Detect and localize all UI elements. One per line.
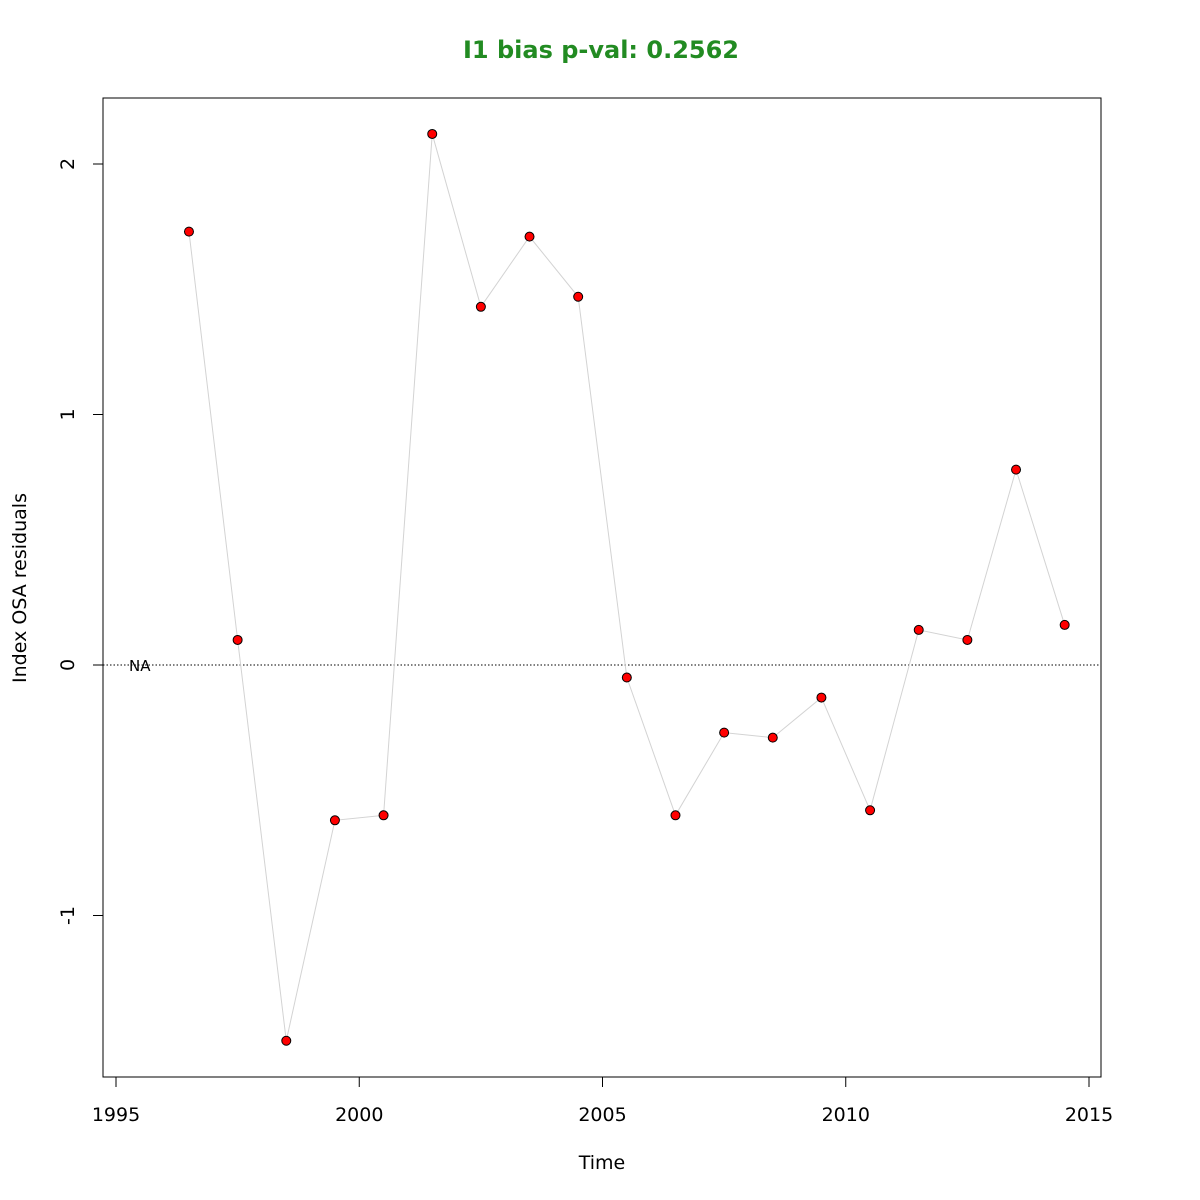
data-point <box>378 810 389 821</box>
y-axis-label: Index OSA residuals <box>9 493 31 683</box>
x-tick-label: 1995 <box>92 1104 140 1126</box>
x-axis-label: Time <box>578 1152 626 1174</box>
chart-title: I1 bias p-val: 0.2562 <box>463 36 739 64</box>
data-point <box>232 634 243 645</box>
y-tick-label: 1 <box>57 408 79 420</box>
data-point <box>524 231 535 242</box>
data-point <box>962 634 973 645</box>
data-point <box>719 727 730 738</box>
y-tick-label: -1 <box>57 906 79 925</box>
series-points-layer <box>183 128 1070 1046</box>
data-point <box>183 226 194 237</box>
data-point <box>816 692 827 703</box>
y-axis: -1 0 1 2 <box>57 158 104 925</box>
reference-layer: NA <box>103 657 1101 675</box>
data-point <box>865 805 876 816</box>
data-point <box>281 1035 292 1046</box>
x-tick-label: 2000 <box>335 1104 383 1126</box>
data-point <box>329 815 340 826</box>
x-tick-label: 2005 <box>578 1104 626 1126</box>
plot-frame <box>102 97 1102 1078</box>
data-point <box>913 624 924 635</box>
data-point <box>670 810 681 821</box>
data-point <box>475 301 486 312</box>
data-point <box>621 672 632 683</box>
x-tick-label: 2015 <box>1065 1104 1113 1126</box>
x-tick-label: 2010 <box>822 1104 870 1126</box>
data-point <box>1059 619 1070 630</box>
data-point <box>1011 464 1022 475</box>
data-point <box>427 128 438 139</box>
series-line-layer <box>188 133 1066 1041</box>
x-axis: 1995 2000 2005 2010 2015 <box>92 1076 1113 1126</box>
series-line <box>188 133 1066 1041</box>
y-tick-label: 0 <box>57 659 79 671</box>
data-point <box>573 291 584 302</box>
data-point <box>767 732 778 743</box>
y-tick-label: 2 <box>57 158 79 170</box>
na-annotation: NA <box>129 657 151 675</box>
